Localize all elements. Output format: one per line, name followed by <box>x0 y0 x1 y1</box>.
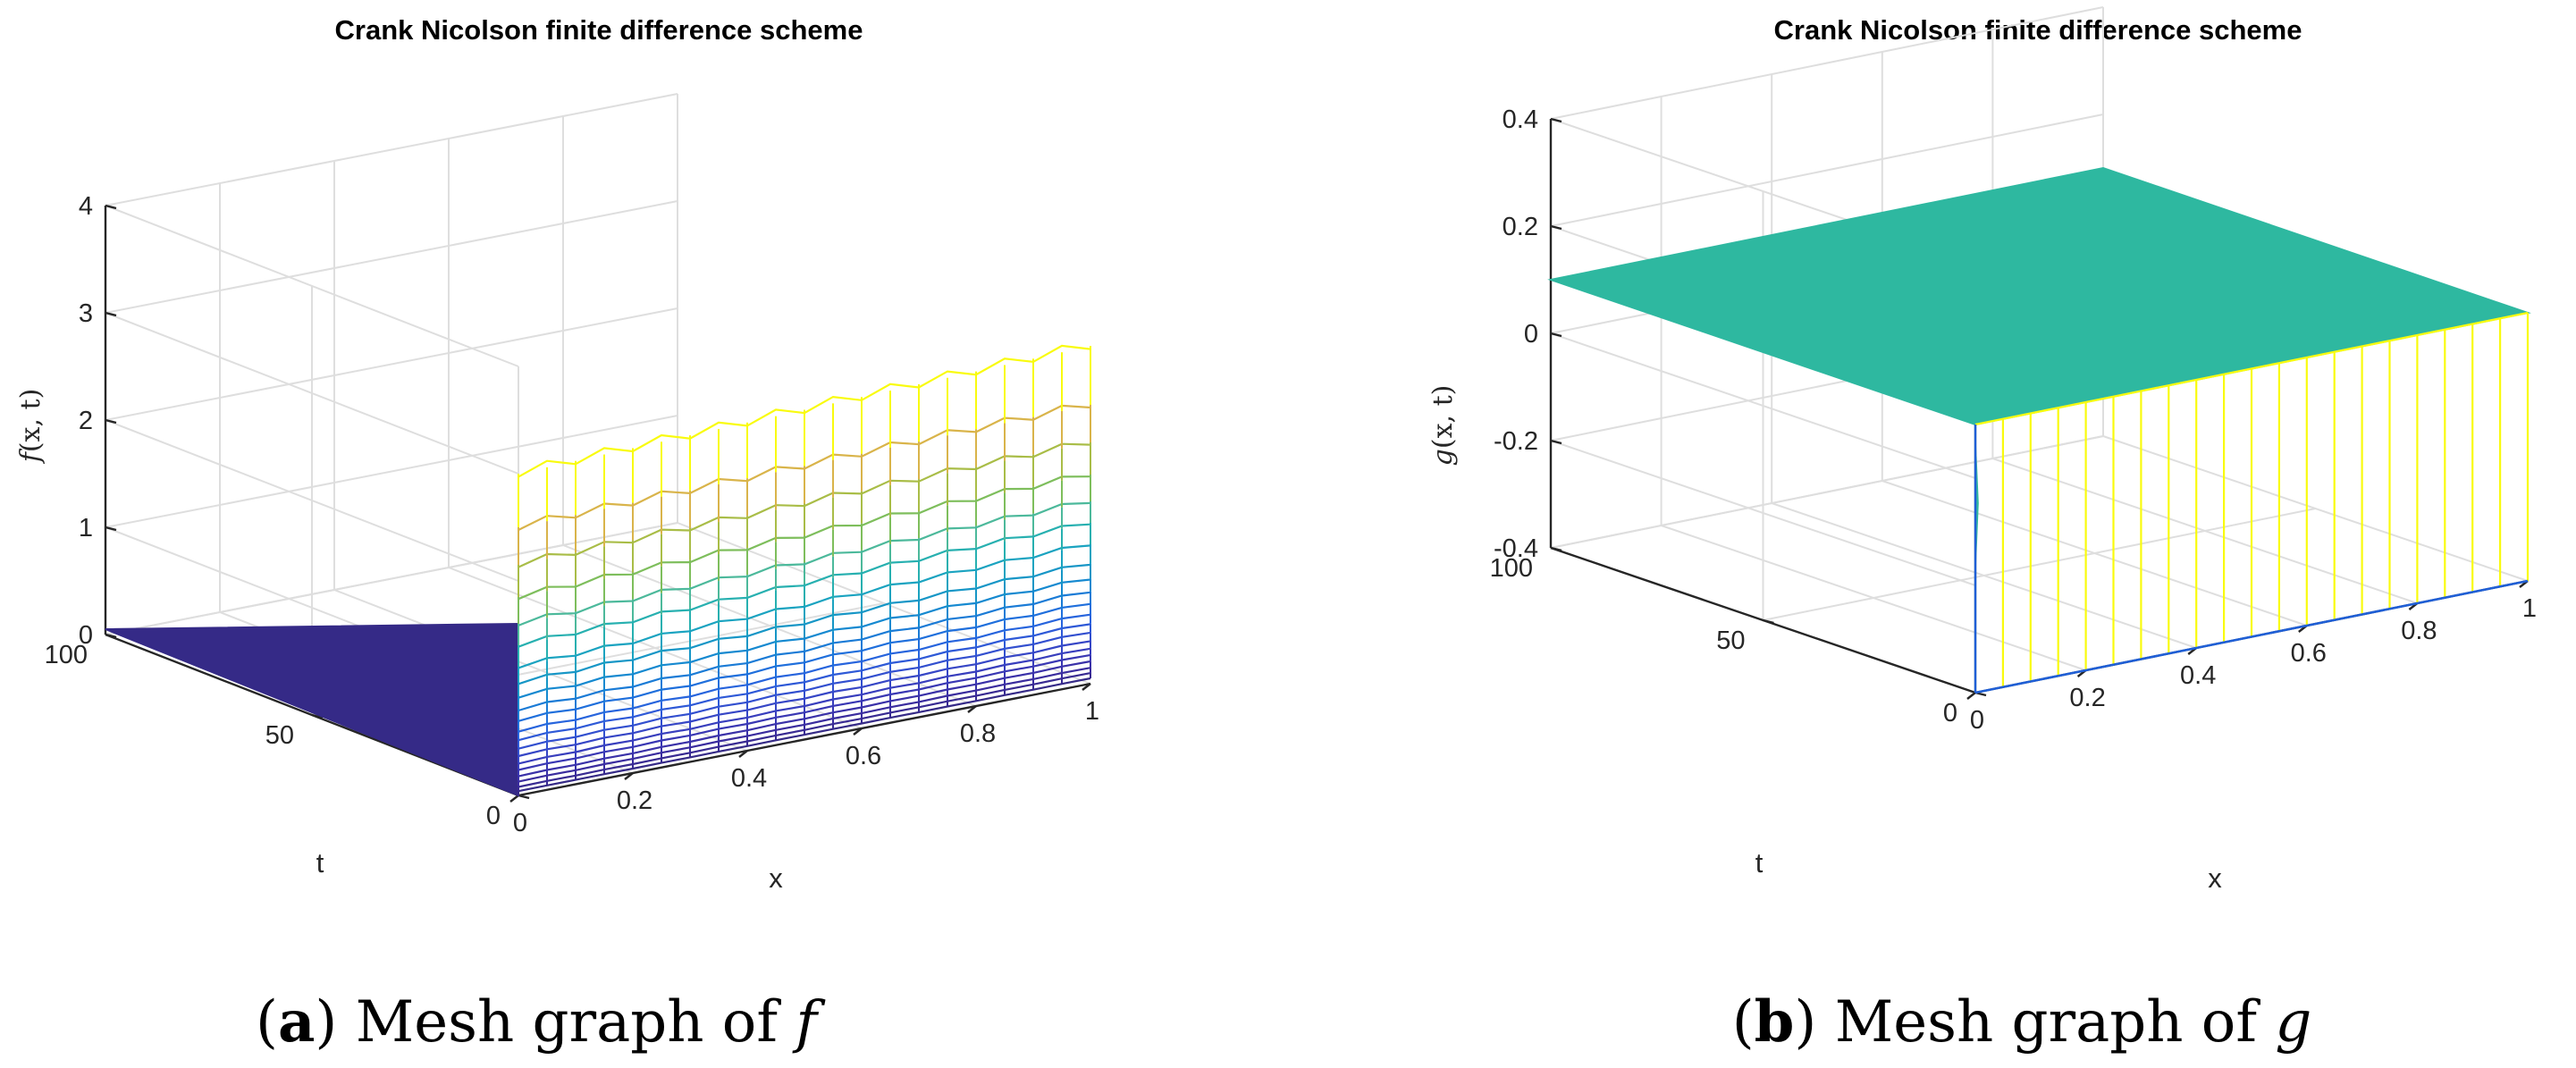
panel-a-caption-text: Mesh graph of <box>337 989 796 1055</box>
panel-b-x-tick-label: 0 <box>1970 706 1984 735</box>
panel-a-gridline <box>105 522 678 635</box>
panel-a-gridline <box>105 200 678 314</box>
panel-a-caption: (a) Mesh graph of f <box>256 988 826 1055</box>
panel-a-x-tick-label: 0.6 <box>846 742 881 770</box>
panel-b-x-tick-label: 0.2 <box>2069 684 2105 712</box>
panel-a-x-tick-label: 0.8 <box>960 719 996 748</box>
panel-b-z-tick-mark <box>1550 546 1562 552</box>
panel-b-t-tick-label: 0 <box>1943 699 1957 727</box>
panel-a-gridline <box>105 415 678 528</box>
panel-b-top-edge <box>1974 311 2529 426</box>
panel-b-caption-label: b <box>1755 988 1795 1055</box>
panel-a-flat-surface <box>105 622 519 797</box>
panel-b-z-label: g(x, t) <box>1427 385 1459 467</box>
paren-close: ) <box>315 989 337 1055</box>
panel-a-caption-label: a <box>278 988 315 1055</box>
panel-a-gridline <box>105 312 519 475</box>
panel-b-caption-var: g <box>2275 989 2311 1055</box>
panel-a-z-label-args: (x, t) <box>15 389 46 452</box>
panel-b-title: Crank Nicolson finite difference scheme <box>1774 14 2302 46</box>
panel-a-x-axis <box>518 682 1091 797</box>
panel-a-t-tick-label: 0 <box>486 802 501 830</box>
panel-a-x-tick-label: 0.2 <box>617 786 652 815</box>
panel-a-z-label: f(x, t) <box>15 389 46 465</box>
panel-b-gridline <box>1550 114 2104 227</box>
panel-a-mesh <box>518 344 1091 793</box>
panel-b-z-tick-mark <box>1550 117 1562 123</box>
panel-a-t-tick-mark <box>311 713 324 719</box>
panel-b-z-tick-label: 0.4 <box>1503 105 1538 134</box>
paren-open: ( <box>256 989 278 1055</box>
panel-b-x-tick-label: 0.4 <box>2180 661 2216 690</box>
panel-b-t-tick-label: 50 <box>1716 627 1745 655</box>
panel-a-x-tick-mark <box>967 705 977 713</box>
panel-b-z-tick-label: -0.2 <box>1494 427 1538 456</box>
panel-b-gridline <box>1550 6 2104 120</box>
panel-a-title: Crank Nicolson finite difference scheme <box>335 14 863 46</box>
panel-a-x-tick-mark <box>738 750 748 758</box>
panel-b-z-tick-mark <box>1550 439 1562 445</box>
panel-a-x-tick-label: 0.4 <box>731 764 767 793</box>
panel-b-mesh <box>1974 311 2530 694</box>
panel-b-gridline <box>1763 508 2316 621</box>
panel-b-bottom-edge <box>1974 579 2529 694</box>
panel-a-z-tick-mark <box>105 204 117 210</box>
panel-b-z-label-prefix: g <box>1427 449 1459 466</box>
panel-a-x-tick-mark <box>624 772 634 780</box>
panel-a-caption-var: f <box>792 989 826 1055</box>
panel-a-x-tick-mark <box>853 727 863 736</box>
panel-b-z-tick-label: -0.4 <box>1494 534 1538 563</box>
panel-b-gridline <box>1550 435 2104 549</box>
paren-open: ( <box>1732 989 1755 1055</box>
panel-b-t-label: t <box>1755 847 1764 879</box>
paren-close: ) <box>1794 989 1816 1055</box>
panel-a-z-tick-mark <box>105 418 117 425</box>
panel-b-t-tick-mark <box>1763 618 1774 625</box>
panel-a-z-tick-mark <box>105 311 117 317</box>
panel-a: Crank Nicolson finite difference scheme … <box>15 14 1099 1055</box>
panel-a-gridline <box>105 419 519 582</box>
panel-a-t-tick-mark <box>518 794 530 800</box>
panel-a-z-tick-mark <box>105 633 117 639</box>
panel-b-caption-text: Mesh graph of <box>1816 989 2275 1055</box>
panel-b-z-tick-label: 0 <box>1524 320 1538 349</box>
panel-b-x-tick-label: 0.6 <box>2291 639 2327 668</box>
panel-b-gridline <box>1550 440 1976 586</box>
panel-a-t-label: t <box>316 847 324 879</box>
panel-a-z-tick-label: 0 <box>79 621 93 650</box>
panel-b-teal-surface <box>1547 166 2531 426</box>
panel-a-gridline <box>105 307 678 421</box>
panel-b-z-tick-label: 0.2 <box>1503 213 1538 241</box>
panel-a-z-tick-label: 2 <box>79 407 93 435</box>
panel-a-t-tick-label: 50 <box>265 721 294 750</box>
panel-a-z-tick-mark <box>105 526 117 532</box>
panel-b-x-label: x <box>2208 862 2222 894</box>
panel-b-caption: (b) Mesh graph of g <box>1732 988 2312 1055</box>
panel-b-x-tick-label: 0.8 <box>2401 617 2437 645</box>
panel-b-t-tick-label: 100 <box>1490 554 1533 583</box>
panel-a-z-tick-label: 1 <box>79 514 93 542</box>
panel-b-z-label-args: (x, t) <box>1427 385 1459 449</box>
panel-a-x-tick-mark <box>1082 683 1091 691</box>
panel-a-gridline <box>105 205 519 367</box>
panel-a-x-label: x <box>769 862 783 894</box>
panel-b-ticks: 0 0.2 0.4 0.6 0.8 1 0 50 100-0.4 -0.2 0 0.2 0.4 <box>1490 105 2537 735</box>
panel-b-gridline <box>1550 332 1976 479</box>
panel-b-z-tick-mark <box>1550 224 1562 231</box>
panel-b-z-tick-mark <box>1550 332 1562 338</box>
panel-a-z-tick-label: 4 <box>79 192 93 221</box>
panel-b-x-tick-label: 1 <box>2522 594 2537 623</box>
panel-a-x-tick-mark <box>509 795 519 803</box>
panel-a-x-tick-label: 1 <box>1085 697 1099 726</box>
panel-a-gridline <box>105 93 678 206</box>
panel-a-flat-region <box>105 622 519 797</box>
panel-a-z-tick-label: 3 <box>79 299 93 328</box>
panel-b: Crank Nicolson finite difference scheme … <box>1427 6 2537 1055</box>
panel-a-x-tick-label: 0 <box>513 809 527 837</box>
panel-a-t-tick-label: 100 <box>45 641 88 669</box>
panel-b-x-tick-mark <box>1966 692 1976 700</box>
panel-b-surface <box>1547 166 2531 585</box>
